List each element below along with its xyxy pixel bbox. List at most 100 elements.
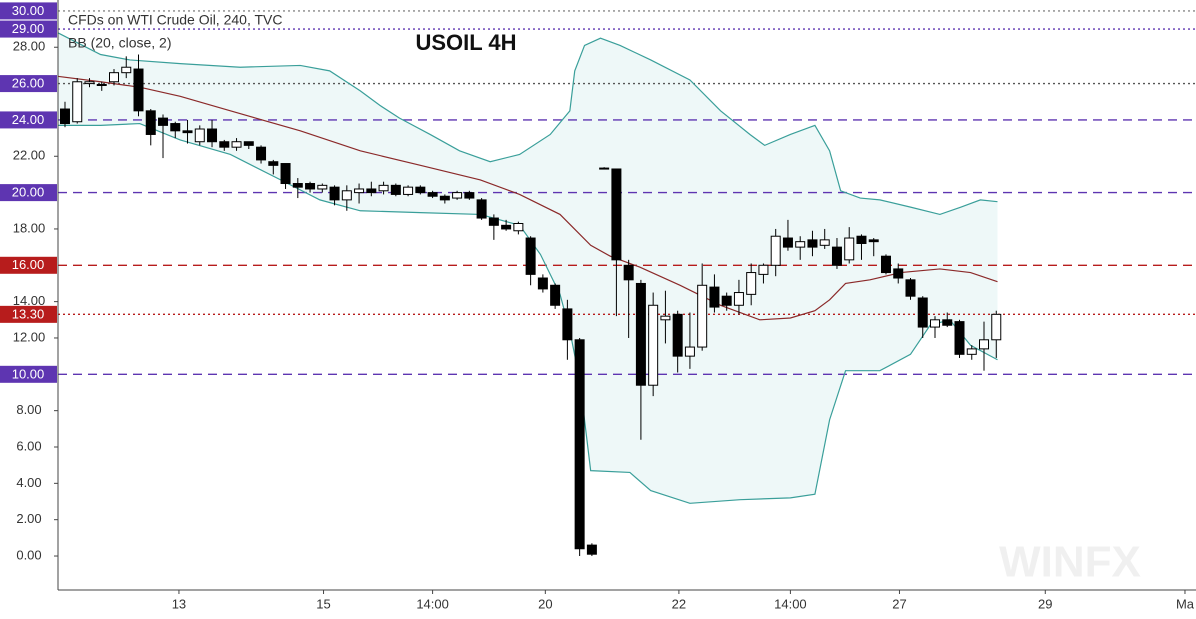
candle-body: [966, 348, 977, 355]
candle-body: [831, 246, 842, 266]
candle-body: [929, 319, 940, 328]
candle-body: [599, 167, 610, 170]
symbol-label: CFDs on WTI Crude Oil, 240, TVC: [68, 12, 282, 28]
level-label: 10.00: [12, 366, 45, 381]
candle-body: [72, 81, 83, 123]
level-label: 29.00: [12, 21, 45, 36]
candle-body: [390, 184, 401, 195]
candle-body: [697, 284, 708, 348]
x-tick-label: 15: [316, 596, 330, 611]
candle-body: [194, 128, 205, 143]
candle-body: [537, 277, 548, 290]
candle-body: [133, 68, 144, 112]
y-tick-label: 12.00: [13, 329, 46, 344]
candle-body: [954, 321, 965, 355]
bollinger-upper: [57, 32, 998, 216]
x-tick-label: 14:00: [416, 596, 449, 611]
candle-body: [819, 239, 830, 246]
candle-body: [415, 186, 426, 194]
candle-body: [182, 130, 193, 134]
bollinger-lower: [57, 122, 998, 504]
level-label: 24.00: [12, 112, 45, 127]
y-tick-label: 18.00: [13, 220, 46, 235]
level-label: 26.00: [12, 76, 45, 91]
band-shade: [57, 32, 998, 504]
candle-body: [991, 313, 1002, 341]
plot-layer: WINFX: [54, 10, 1196, 594]
candle-body: [795, 241, 806, 248]
level-label-box: [0, 365, 57, 383]
candle-body: [378, 184, 389, 192]
candle-body: [672, 313, 683, 357]
candle-body: [782, 237, 793, 248]
candle-body: [893, 268, 904, 279]
candle-body: [979, 339, 990, 350]
candle-body: [488, 217, 499, 226]
level-label-box: [0, 111, 57, 129]
candle-body: [550, 284, 561, 306]
candle-body: [317, 184, 328, 190]
y-tick-label: 8.00: [16, 402, 41, 417]
level-label-box: [0, 75, 57, 93]
candle-body: [96, 83, 107, 86]
candle-body: [844, 237, 855, 261]
candle-body: [207, 128, 218, 143]
y-tick-label: 22.00: [13, 148, 46, 163]
candle-body: [158, 117, 169, 126]
candle-body: [366, 188, 377, 194]
candle-body: [292, 183, 303, 188]
candle-body: [574, 339, 585, 550]
candle-body: [280, 163, 291, 185]
candle-body: [403, 186, 414, 195]
candle-body: [758, 264, 769, 275]
candle-body: [525, 237, 536, 275]
candle-body: [905, 279, 916, 297]
candle-body: [452, 192, 463, 199]
watermark: WINFX: [999, 538, 1141, 587]
candle-body: [268, 161, 279, 166]
y-tick-label: 4.00: [16, 475, 41, 490]
candle-body: [341, 190, 352, 201]
x-tick-label: 20: [538, 596, 552, 611]
chart-title: USOIL 4H: [415, 30, 516, 55]
candle-body: [170, 123, 181, 132]
candle-body: [439, 195, 450, 201]
candle-body: [660, 315, 671, 321]
x-tick-label: 27: [892, 596, 906, 611]
candle-body: [807, 239, 818, 248]
level-label: 13.30: [12, 306, 45, 321]
indicator-label: BB (20, close, 2): [68, 35, 172, 51]
candle-body: [231, 141, 242, 148]
x-tick-label: 14:00: [774, 596, 807, 611]
bollinger-middle: [57, 75, 998, 321]
candle-body: [305, 183, 316, 190]
candle-body: [856, 235, 867, 244]
candle-body: [868, 239, 879, 243]
candle-body: [684, 346, 695, 357]
y-tick-label: 6.00: [16, 438, 41, 453]
candle-body: [721, 295, 732, 306]
y-tick-label: 28.00: [13, 39, 46, 54]
x-tick-label: 22: [672, 596, 686, 611]
candle-body: [145, 110, 156, 135]
candle-body: [586, 544, 597, 555]
level-label-box: [0, 2, 57, 20]
candle-body: [108, 72, 119, 83]
level-label-box: [0, 305, 57, 323]
candle-body: [770, 235, 781, 266]
candle-body: [562, 308, 573, 341]
level-label-box: [0, 184, 57, 202]
candle-body: [121, 66, 132, 74]
x-tick-label: 13: [172, 596, 186, 611]
candle-body: [59, 108, 70, 125]
candle-body: [746, 272, 757, 295]
level-label: 16.00: [12, 257, 45, 272]
candle-body: [464, 192, 475, 199]
y-tick-label: 2.00: [16, 511, 41, 526]
candle-body: [917, 297, 928, 328]
level-label: 20.00: [12, 185, 45, 200]
candle-body: [648, 304, 659, 386]
x-tick-label: 29: [1038, 596, 1052, 611]
